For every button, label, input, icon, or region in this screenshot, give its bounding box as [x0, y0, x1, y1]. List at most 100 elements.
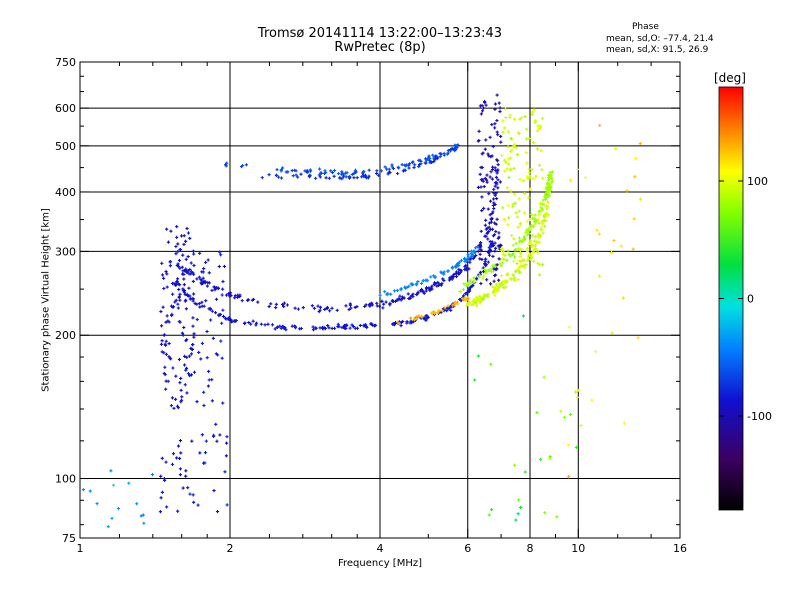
x-tick-label: 16	[673, 542, 687, 555]
data-point	[545, 195, 550, 199]
data-point	[266, 322, 270, 326]
data-point	[516, 277, 520, 282]
data-point	[210, 288, 214, 293]
x-tick-label: 8	[527, 542, 534, 555]
data-point	[166, 319, 170, 323]
data-point	[183, 268, 188, 272]
data-point	[497, 101, 501, 105]
data-point	[523, 266, 527, 270]
data-point	[430, 284, 434, 288]
data-point	[537, 240, 541, 244]
data-point	[178, 467, 183, 471]
data-point	[579, 423, 583, 428]
data-point	[522, 211, 526, 215]
data-point	[294, 173, 298, 177]
data-point	[425, 316, 429, 320]
data-point	[165, 272, 169, 276]
data-point	[496, 133, 500, 137]
data-point	[528, 241, 532, 245]
data-point	[514, 518, 518, 522]
data-point	[574, 390, 578, 394]
data-point	[355, 305, 359, 309]
data-point	[310, 304, 314, 308]
data-point	[404, 163, 408, 167]
data-point	[390, 165, 394, 169]
data-point	[417, 314, 421, 318]
data-point	[282, 304, 286, 309]
data-point	[180, 272, 185, 276]
data-point	[170, 396, 175, 400]
data-point	[195, 277, 199, 281]
data-point	[165, 227, 169, 231]
data-point	[512, 237, 516, 241]
data-point	[184, 339, 188, 343]
data-point	[192, 263, 196, 268]
data-point	[449, 275, 453, 279]
data-point	[638, 197, 643, 201]
data-point	[224, 163, 228, 167]
data-point	[263, 323, 267, 327]
data-point	[486, 251, 491, 255]
data-point	[545, 207, 549, 211]
data-point	[514, 211, 518, 215]
data-point	[478, 252, 482, 256]
data-point	[291, 174, 295, 178]
data-point	[590, 398, 594, 402]
data-point	[597, 232, 601, 236]
data-point	[202, 266, 206, 271]
data-point	[478, 270, 483, 274]
data-point	[210, 309, 214, 313]
data-point	[595, 228, 599, 232]
data-point	[490, 154, 494, 158]
data-point	[160, 456, 164, 460]
data-point	[529, 257, 533, 261]
data-point	[542, 224, 547, 228]
data-point	[205, 329, 209, 334]
data-point	[417, 158, 421, 163]
data-point	[184, 474, 188, 478]
data-point	[219, 253, 223, 257]
data-point	[182, 325, 186, 330]
data-point	[481, 274, 485, 278]
data-point	[519, 264, 523, 268]
data-point	[524, 263, 528, 267]
data-point	[427, 156, 431, 160]
data-point	[478, 273, 482, 277]
data-point	[496, 236, 500, 240]
data-point	[379, 169, 384, 173]
data-point	[195, 400, 199, 404]
data-point	[185, 391, 189, 395]
data-point	[543, 197, 548, 201]
data-point	[456, 261, 460, 266]
data-point	[330, 306, 334, 310]
data-point	[160, 350, 164, 354]
data-point	[481, 178, 485, 182]
data-point	[540, 168, 544, 172]
data-point	[535, 249, 540, 253]
data-point	[567, 325, 571, 329]
data-point	[293, 325, 297, 329]
data-point	[196, 503, 200, 507]
data-point	[496, 178, 500, 182]
chart-title: Tromsø 20141114 13:22:00–13:23:43	[257, 26, 503, 41]
x-tick-label: 4	[377, 542, 384, 555]
data-point	[533, 119, 538, 123]
data-point	[318, 326, 322, 330]
data-point	[233, 319, 237, 323]
y-tick-label: 400	[55, 186, 76, 199]
data-point	[336, 324, 340, 329]
data-point	[166, 240, 171, 244]
data-point	[534, 246, 538, 251]
data-point	[422, 291, 426, 295]
data-point	[446, 304, 450, 308]
data-point	[391, 299, 396, 303]
data-point	[473, 250, 477, 254]
data-point	[276, 325, 280, 329]
data-point	[612, 238, 616, 243]
data-point	[217, 264, 221, 269]
data-point	[290, 324, 294, 328]
data-point	[485, 173, 489, 177]
data-point	[487, 246, 491, 250]
data-point	[189, 297, 193, 301]
data-point	[493, 202, 497, 207]
